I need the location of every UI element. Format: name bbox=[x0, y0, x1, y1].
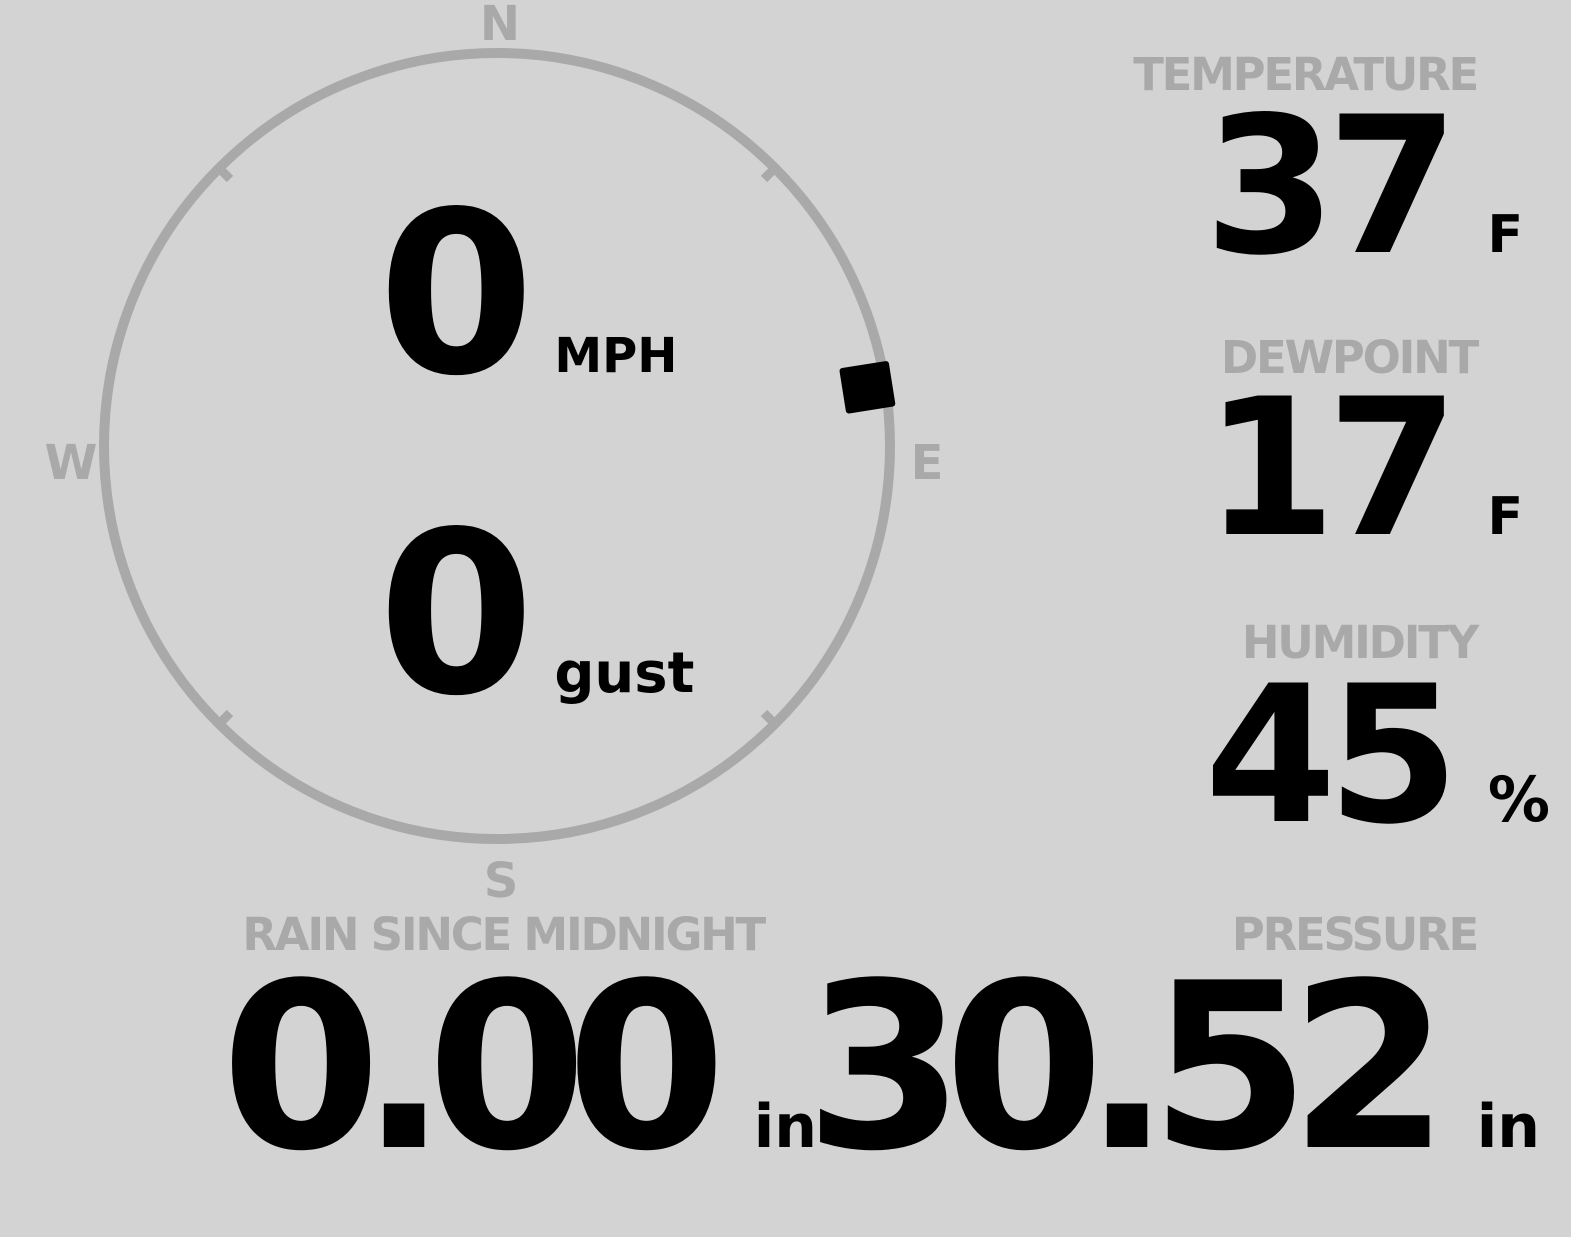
compass-tick-nw bbox=[212, 161, 234, 183]
compass-circle bbox=[99, 48, 895, 844]
humidity-value: 45 bbox=[1204, 645, 1459, 866]
dewpoint-label: DEWPOINT bbox=[1220, 331, 1479, 384]
cardinal-west: W bbox=[44, 435, 98, 491]
rain-label: RAIN SINCE MIDNIGHT bbox=[242, 908, 766, 961]
rain-unit: in bbox=[753, 1092, 817, 1162]
humidity-unit: % bbox=[1487, 763, 1550, 836]
wind-direction-marker bbox=[839, 361, 896, 414]
wind-speed-value: 0 bbox=[378, 164, 535, 426]
cardinal-east: E bbox=[910, 435, 944, 491]
temperature-label: TEMPERATURE bbox=[1133, 48, 1479, 101]
pressure-unit: in bbox=[1476, 1092, 1540, 1162]
humidity-label: HUMIDITY bbox=[1241, 616, 1479, 669]
humidity-value-row: 45% bbox=[1204, 661, 1550, 851]
temperature-value: 37 bbox=[1204, 76, 1459, 297]
dewpoint-unit: F bbox=[1487, 487, 1523, 547]
compass-tick-sw bbox=[212, 709, 234, 731]
wind-speed-row: 0 MPH bbox=[378, 183, 677, 408]
rain-value-row: 0.00 in bbox=[221, 954, 817, 1184]
dewpoint-value: 17 bbox=[1204, 358, 1459, 579]
wind-gust-row: 0 gust bbox=[378, 503, 694, 728]
wind-gust-unit: gust bbox=[554, 641, 695, 706]
pressure-value: 30.52 bbox=[804, 935, 1450, 1202]
rain-value: 0.00 bbox=[221, 935, 726, 1202]
temperature-unit: F bbox=[1487, 205, 1523, 265]
wind-speed-unit: MPH bbox=[554, 328, 678, 384]
compass-tick-se bbox=[760, 709, 782, 731]
wind-gust-value: 0 bbox=[378, 484, 535, 746]
compass-dial bbox=[99, 48, 896, 844]
temperature-value-row: 37 F bbox=[1204, 92, 1523, 282]
cardinal-south: S bbox=[483, 853, 519, 909]
compass-tick-ne bbox=[760, 161, 782, 183]
pressure-label: PRESSURE bbox=[1231, 908, 1479, 961]
wind-compass: N E S W 0 MPH 0 gust bbox=[0, 0, 1000, 905]
cardinal-north: N bbox=[479, 0, 521, 52]
dewpoint-value-row: 17 F bbox=[1204, 374, 1523, 564]
pressure-value-row: 30.52 in bbox=[805, 954, 1540, 1184]
